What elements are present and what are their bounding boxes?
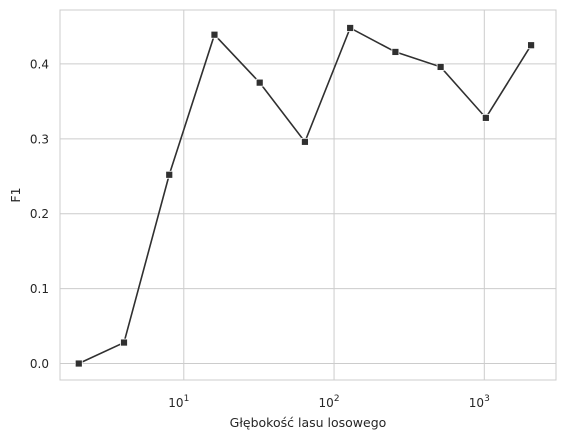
y-tick-label: 0.4	[30, 57, 49, 71]
series-line	[78, 26, 532, 365]
x-tick-base: 10	[168, 396, 183, 410]
data-point-marker	[391, 48, 400, 56]
y-tick-label: 0.1	[30, 282, 49, 296]
x-tick-exponent: 2	[334, 394, 340, 404]
x-tick-label: 103	[469, 394, 490, 410]
data-point-marker	[165, 170, 174, 179]
data-point-marker	[436, 63, 445, 71]
data-point-marker	[255, 78, 264, 87]
y-tick-label: 0.3	[30, 132, 49, 146]
y-tick-label: 0.2	[30, 207, 49, 221]
x-axis-ticks: 101 102 103	[168, 394, 490, 410]
series	[74, 24, 535, 368]
x-tick-base: 10	[319, 396, 334, 410]
x-tick-exponent: 1	[184, 394, 190, 404]
grid	[60, 10, 556, 380]
data-point-marker	[210, 30, 219, 39]
data-point-marker	[301, 137, 309, 146]
y-axis-label: F1	[8, 187, 23, 202]
x-tick-label: 101	[168, 394, 189, 410]
data-point-marker	[120, 338, 128, 347]
data-point-marker	[346, 24, 355, 32]
y-axis-ticks: 0.0 0.1 0.2 0.3 0.4	[30, 57, 49, 371]
data-point-marker	[74, 359, 83, 368]
x-tick-base: 10	[469, 396, 484, 410]
x-axis-label: Głębokość lasu losowego	[230, 415, 387, 430]
plot-area	[59, 9, 557, 381]
y-tick-label: 0.0	[30, 357, 49, 371]
data-point-marker	[527, 41, 535, 50]
x-tick-label: 102	[319, 394, 340, 410]
x-tick-exponent: 3	[484, 394, 490, 404]
data-point-marker	[481, 113, 490, 122]
